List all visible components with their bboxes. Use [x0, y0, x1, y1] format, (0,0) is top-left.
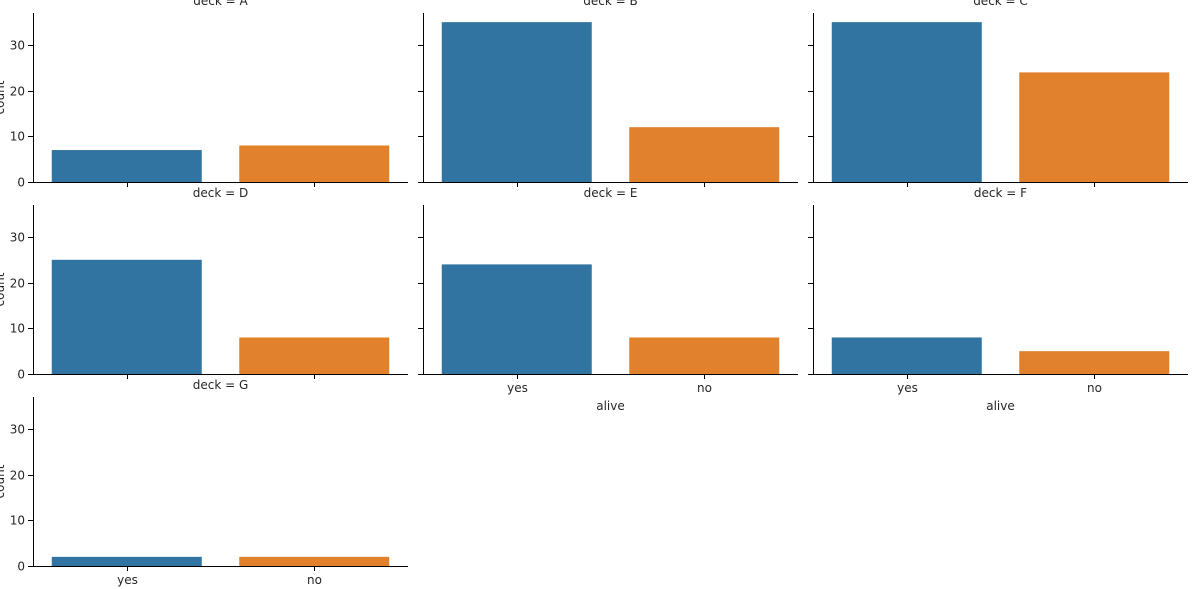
bar-no: [1019, 72, 1170, 182]
facet-panel: deck = C: [808, 0, 1188, 187]
facet-title: deck = F: [974, 186, 1027, 200]
facet-panel: deck = B: [418, 0, 798, 187]
x-axis-label: alive: [986, 399, 1015, 413]
y-tick-label: 10: [10, 322, 25, 336]
x-axis-label: alive: [596, 399, 625, 413]
facet-title: deck = C: [973, 0, 1028, 8]
bar-no: [239, 145, 390, 182]
y-tick-label: 0: [17, 368, 25, 382]
y-axis-label: count: [0, 272, 7, 306]
y-tick-label: 20: [10, 277, 25, 291]
bar-yes: [51, 259, 202, 374]
bar-no: [239, 556, 390, 566]
x-tick-label: no: [1087, 381, 1102, 395]
y-tick-label: 0: [17, 176, 25, 190]
x-tick-label: no: [307, 573, 322, 587]
x-tick-label: no: [697, 381, 712, 395]
y-tick-label: 0: [17, 560, 25, 574]
bar-yes: [441, 22, 592, 182]
facet-panel: deck = E yes no alive: [418, 186, 798, 413]
y-tick-label: 10: [10, 514, 25, 528]
facet-panel: deck = A 0 10 20 30 count: [0, 0, 408, 190]
bar-yes: [51, 556, 202, 566]
bar-yes: [441, 264, 592, 374]
y-tick-label: 30: [10, 39, 25, 53]
y-tick-label: 30: [10, 423, 25, 437]
x-tick-label: yes: [117, 573, 138, 587]
y-axis-label: count: [0, 80, 7, 114]
bar-no: [629, 337, 780, 374]
bar-yes: [831, 22, 982, 182]
y-tick-label: 20: [10, 469, 25, 483]
bar-no: [629, 127, 780, 182]
bar-no: [239, 337, 390, 374]
facet-panel: deck = F yes no alive: [808, 186, 1188, 413]
bar-yes: [51, 150, 202, 182]
bar-yes: [831, 337, 982, 374]
y-tick-label: 10: [10, 130, 25, 144]
facet-title: deck = D: [193, 186, 248, 200]
facet-panel: deck = G 0 10 20 30 yes no count: [0, 378, 408, 587]
x-tick-label: yes: [897, 381, 918, 395]
bar-no: [1019, 351, 1170, 374]
facet-title: deck = E: [584, 186, 638, 200]
facet-title: deck = B: [583, 0, 637, 8]
facet-panel: deck = D 0 10 20 30 count: [0, 186, 408, 382]
y-axis-label: count: [0, 464, 7, 498]
y-tick-label: 20: [10, 85, 25, 99]
y-tick-label: 30: [10, 231, 25, 245]
x-tick-label: yes: [507, 381, 528, 395]
facet-title: deck = G: [193, 378, 249, 392]
facet-title: deck = A: [193, 0, 248, 8]
